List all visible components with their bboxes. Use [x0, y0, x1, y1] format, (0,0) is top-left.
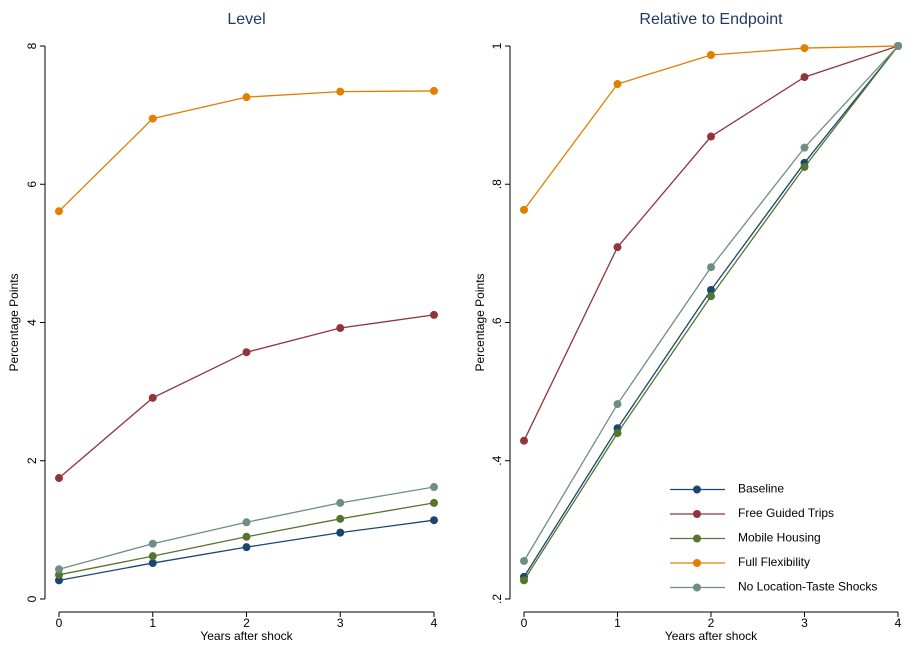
legend-marker [693, 534, 701, 543]
legend-label: Baseline [738, 482, 784, 496]
data-point [707, 263, 715, 272]
data-point [613, 80, 622, 89]
data-point [148, 393, 157, 402]
legend-label: Full Flexibility [738, 555, 810, 569]
legend-label: Free Guided Trips [738, 506, 834, 520]
data-point [520, 205, 528, 214]
data-point [148, 114, 157, 123]
data-point [800, 143, 809, 152]
data-point [148, 552, 157, 561]
data-point [55, 576, 63, 585]
legend-label: No Location-Taste Shocks [738, 580, 877, 594]
x-tick-label: 2 [243, 616, 250, 630]
data-point [707, 50, 715, 59]
data-point [55, 207, 63, 216]
data-point [800, 162, 809, 171]
y-tick-label: 6 [25, 181, 39, 188]
series-line [523, 45, 899, 211]
x-tick-label: 1 [614, 616, 621, 630]
legend-marker [693, 485, 701, 494]
y-axis-title: Percentage Points [473, 273, 487, 371]
data-point [613, 429, 622, 438]
data-point [707, 132, 715, 141]
data-point [430, 86, 438, 95]
data-point [520, 436, 528, 445]
x-tick-label: 4 [895, 616, 902, 630]
x-tick-label: 3 [801, 616, 808, 630]
data-point [336, 514, 345, 523]
chart-title: Level [227, 11, 265, 28]
y-tick-label: .6 [490, 317, 504, 327]
data-point [55, 474, 63, 483]
data-point [520, 576, 528, 585]
data-point [430, 483, 438, 492]
legend-marker [693, 583, 701, 592]
data-point [520, 556, 528, 565]
x-tick-label: 0 [56, 616, 63, 630]
x-tick-label: 1 [149, 616, 156, 630]
data-point [242, 93, 251, 102]
x-tick-label: 3 [337, 616, 344, 630]
y-tick-label: 0 [25, 595, 39, 602]
y-tick-label: .4 [490, 455, 504, 465]
y-tick-label: 4 [25, 319, 39, 326]
y-tick-label: .8 [490, 179, 504, 189]
data-point [55, 565, 63, 574]
series-line [58, 90, 435, 212]
data-point [613, 400, 622, 409]
series-line [523, 45, 899, 441]
data-point [430, 498, 438, 507]
data-point [242, 543, 251, 552]
y-tick-label: .2 [490, 594, 504, 604]
data-point [430, 516, 438, 525]
data-point [148, 539, 157, 548]
data-point [613, 243, 622, 252]
x-tick-label: 0 [521, 616, 528, 630]
data-point [894, 42, 902, 50]
x-tick-label: 2 [708, 616, 715, 630]
data-point [800, 44, 809, 53]
data-point [707, 286, 715, 295]
data-point [336, 324, 345, 333]
data-point [55, 570, 63, 579]
data-point [242, 518, 251, 527]
x-axis-title: Years after shock [200, 629, 293, 643]
y-tick-label: 1 [490, 42, 504, 49]
data-point [336, 528, 345, 537]
data-point [242, 532, 251, 541]
chart-title: Relative to Endpoint [639, 11, 783, 28]
data-point [800, 73, 809, 82]
data-point [707, 292, 715, 301]
data-point [242, 348, 251, 357]
legend-marker [693, 559, 701, 567]
data-point [336, 498, 345, 507]
series-line [58, 314, 435, 479]
x-tick-label: 4 [431, 616, 438, 630]
y-axis-title: Percentage Points [7, 273, 21, 371]
legend-label: Mobile Housing [738, 531, 821, 545]
y-tick-label: 8 [25, 42, 39, 49]
x-axis-title: Years after shock [665, 629, 758, 643]
data-point [336, 87, 345, 96]
data-point [430, 310, 438, 319]
legend-marker [693, 510, 701, 518]
legend-box [659, 475, 910, 607]
data-point [148, 559, 157, 568]
y-tick-label: 2 [25, 457, 39, 464]
